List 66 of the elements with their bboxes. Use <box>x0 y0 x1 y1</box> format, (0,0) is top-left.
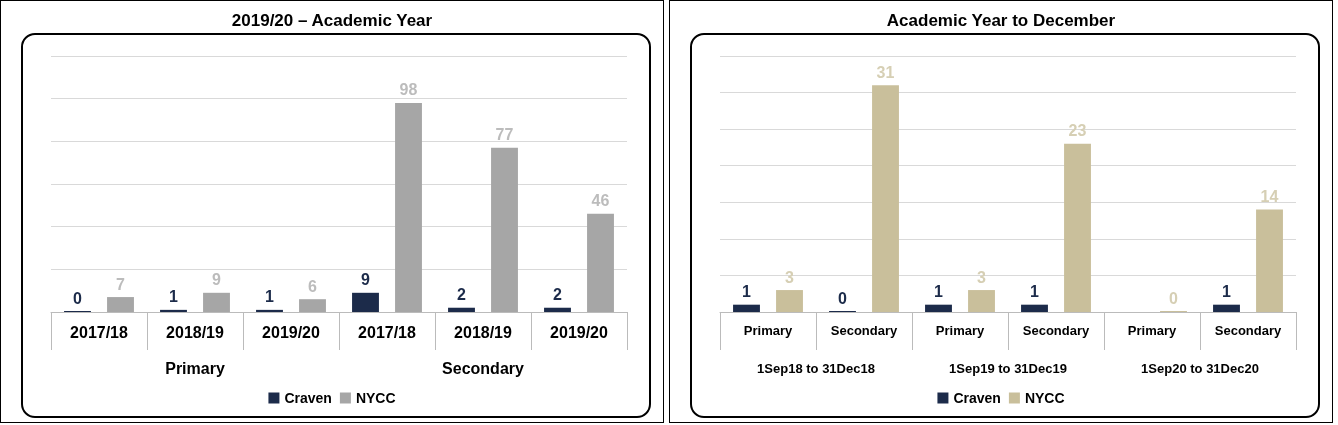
data-label: 0 <box>73 289 83 307</box>
text: Secondary <box>442 359 525 377</box>
data-label: 0 <box>1169 289 1179 307</box>
legend-label: Craven <box>284 390 332 406</box>
legend-label: Craven <box>953 390 1001 406</box>
bar <box>587 213 614 312</box>
data-label: 6 <box>308 277 318 295</box>
text: Primary <box>165 359 225 377</box>
bar <box>448 307 475 312</box>
bar <box>544 307 571 312</box>
bar <box>256 309 283 312</box>
data-label: 0 <box>838 289 848 307</box>
x-tick-label: Secondary <box>1214 323 1282 338</box>
text: 1Sep20 to 31Dec20 <box>1141 360 1259 376</box>
data-label: 1 <box>1222 283 1232 301</box>
bar <box>395 102 422 312</box>
data-label: 1 <box>169 288 179 306</box>
legend-label: NYCC <box>1024 390 1065 406</box>
data-label: 1 <box>1030 283 1040 301</box>
chart-title: Academic Year to December <box>886 11 1116 30</box>
data-label: 1 <box>265 288 275 306</box>
x-tick-label: Secondary <box>830 323 898 338</box>
bar <box>1064 143 1091 312</box>
x-tick-label: 2017/18 <box>358 323 417 341</box>
x-tick-label: Primary <box>1127 323 1177 338</box>
data-label: 77 <box>495 126 514 144</box>
data-label: 98 <box>399 81 418 99</box>
x-tick-label: 2017/18 <box>70 323 129 341</box>
data-label: 1 <box>934 283 944 301</box>
bar <box>299 299 326 312</box>
bar <box>491 147 518 312</box>
data-label: 2 <box>457 286 467 304</box>
bar <box>160 309 187 312</box>
x-tick-label: Primary <box>935 323 985 338</box>
data-label: 9 <box>361 271 371 289</box>
x-tick-label: 2018/19 <box>166 323 225 341</box>
x-tick-label: 2019/20 <box>550 323 609 341</box>
bar <box>968 290 995 312</box>
bar <box>107 297 134 312</box>
bar <box>203 292 230 312</box>
data-label: 31 <box>876 63 895 81</box>
data-label: 14 <box>1260 188 1279 206</box>
bar <box>872 85 899 312</box>
x-tick-label: 2019/20 <box>262 323 321 341</box>
data-label: 23 <box>1068 122 1087 140</box>
bar <box>776 290 803 312</box>
bar <box>1021 304 1048 312</box>
x-tick-label: 2018/19 <box>454 323 513 341</box>
text: 1Sep18 to 31Dec18 <box>757 360 875 376</box>
bar <box>1256 209 1283 312</box>
data-label: 3 <box>977 268 987 286</box>
data-label: 3 <box>785 268 795 286</box>
bar <box>925 304 952 312</box>
legend-label: NYCC <box>355 390 396 406</box>
data-label: 46 <box>591 192 610 210</box>
bar <box>1213 304 1240 312</box>
data-label: 1 <box>742 283 752 301</box>
x-tick-label: Primary <box>743 323 793 338</box>
data-label: 2 <box>553 286 563 304</box>
chart-title: 2019/20 – Academic Year <box>231 11 433 30</box>
bar <box>733 304 760 312</box>
data-label: 9 <box>212 271 222 289</box>
bar <box>352 292 379 312</box>
x-tick-label: Secondary <box>1022 323 1090 338</box>
data-label: 7 <box>116 275 126 293</box>
text: 1Sep19 to 31Dec19 <box>949 360 1067 376</box>
